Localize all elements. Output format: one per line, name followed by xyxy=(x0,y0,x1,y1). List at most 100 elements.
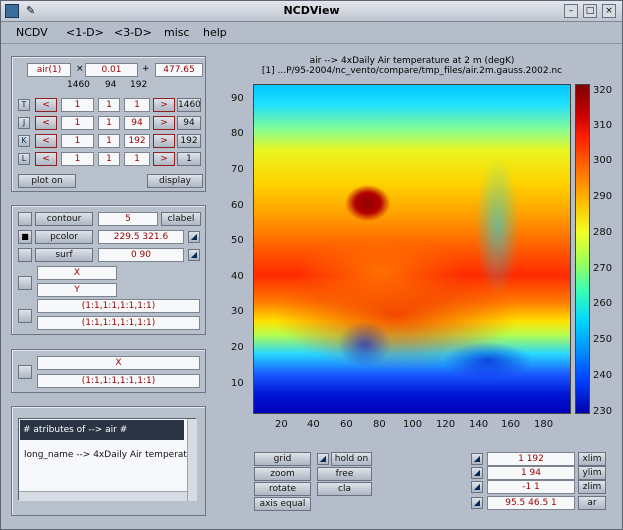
hold-on-toggle-icon[interactable]: ◢ xyxy=(317,453,329,465)
grid-button[interactable]: grid xyxy=(254,452,311,466)
close-icon[interactable]: × xyxy=(602,4,616,18)
row-j-a[interactable]: 1 xyxy=(61,116,94,130)
row-j-label[interactable]: J xyxy=(18,117,30,129)
row-l-label[interactable]: L xyxy=(18,153,30,165)
surf-checkbox[interactable] xyxy=(18,248,32,262)
maximize-icon[interactable]: □ xyxy=(583,4,597,18)
row-k-prev-button[interactable]: < xyxy=(35,134,57,148)
row-k-max-button[interactable]: 192 xyxy=(177,134,201,148)
surf-button[interactable]: surf xyxy=(35,248,93,262)
surf-field[interactable]: 0 90 xyxy=(98,248,184,262)
axis-equal-button[interactable]: axis equal xyxy=(254,497,311,511)
colorbar xyxy=(575,84,590,414)
row-j-b[interactable]: 1 xyxy=(98,116,120,130)
range2-field[interactable]: (1:1,1:1,1:1,1:1) xyxy=(37,316,200,330)
contour-field[interactable]: 5 xyxy=(98,212,158,226)
ylim-toggle-icon[interactable]: ◢ xyxy=(471,467,483,479)
zlim-field[interactable]: -1 1 xyxy=(487,480,575,494)
menu-misc[interactable]: misc xyxy=(164,26,190,39)
ylim-field[interactable]: 1 94 xyxy=(487,466,575,480)
rotate-button[interactable]: rotate xyxy=(254,482,311,496)
zoom-button[interactable]: zoom xyxy=(254,467,311,481)
contour-checkbox[interactable] xyxy=(18,212,32,226)
x-tick-180: 180 xyxy=(534,419,554,430)
row-j-c[interactable]: 94 xyxy=(124,116,150,130)
xlim-field[interactable]: 1 192 xyxy=(487,452,575,466)
row-k-b[interactable]: 1 xyxy=(98,134,120,148)
row-t-next-button[interactable]: > xyxy=(153,98,175,112)
menu-ncdv[interactable]: NCDV xyxy=(16,26,48,39)
ar-button[interactable]: ar xyxy=(578,496,606,510)
variable-field[interactable]: air(1) xyxy=(27,63,71,77)
row-k-next-button[interactable]: > xyxy=(153,134,175,148)
cla-button[interactable]: cla xyxy=(317,482,372,496)
y-tick-90: 90 xyxy=(231,93,244,104)
row-k-c[interactable]: 192 xyxy=(124,134,150,148)
colorbar-tick-240: 240 xyxy=(593,370,613,381)
menu-help[interactable]: help xyxy=(203,26,227,39)
row-t-label[interactable]: T xyxy=(18,99,30,111)
plot-title: air --> 4xDaily Air temperature at 2 m (… xyxy=(251,56,573,76)
x-tick-120: 120 xyxy=(436,419,456,430)
row-j-next-button[interactable]: > xyxy=(153,116,175,130)
y-tick-20: 20 xyxy=(231,342,244,353)
plot-on-button[interactable]: plot on xyxy=(18,174,76,188)
clabel-button[interactable]: clabel xyxy=(161,212,201,226)
row-t-prev-button[interactable]: < xyxy=(35,98,57,112)
pin-icon[interactable]: ✎ xyxy=(26,4,36,17)
offset-field[interactable]: 477.65 xyxy=(155,63,203,77)
menu-bar: NCDV <1-D> <3-D> misc help xyxy=(1,22,622,44)
x-field[interactable]: X xyxy=(37,266,117,280)
row-j-prev-button[interactable]: < xyxy=(35,116,57,130)
row-j-max-button[interactable]: 94 xyxy=(177,116,201,130)
y-field[interactable]: Y xyxy=(37,283,117,297)
attributes-vertical-scrollbar[interactable] xyxy=(187,419,197,501)
lower-panel: X (1:1,1:1,1:1,1:1) xyxy=(11,349,206,393)
zlim-toggle-icon[interactable]: ◢ xyxy=(471,481,483,493)
free-button[interactable]: free xyxy=(317,467,372,481)
title-bar: ✎ NCDView – □ × xyxy=(1,1,622,22)
surf-toggle-icon[interactable]: ◢ xyxy=(188,249,200,261)
range-checkbox[interactable] xyxy=(18,309,32,323)
pcolor-button[interactable]: pcolor xyxy=(35,230,93,244)
contour-button[interactable]: contour xyxy=(35,212,93,226)
pcolor-toggle-icon[interactable]: ◢ xyxy=(188,231,200,243)
xlim-button[interactable]: xlim xyxy=(578,452,606,466)
scale-field[interactable]: 0.01 xyxy=(85,63,138,77)
lower-x-field[interactable]: X xyxy=(37,356,200,370)
attributes-list[interactable]: # atributes of --> air # long_name --> 4… xyxy=(18,418,197,501)
row-k-label[interactable]: K xyxy=(18,135,30,147)
row-k-a[interactable]: 1 xyxy=(61,134,94,148)
row-t-a[interactable]: 1 xyxy=(61,98,94,112)
row-t-b[interactable]: 1 xyxy=(98,98,120,112)
row-t-c[interactable]: 1 xyxy=(124,98,150,112)
y-tick-10: 10 xyxy=(231,378,244,389)
xy-checkbox[interactable] xyxy=(18,276,32,290)
xlim-toggle-icon[interactable]: ◢ xyxy=(471,453,483,465)
heatmap-plot[interactable] xyxy=(253,84,571,414)
row-l-next-button[interactable]: > xyxy=(153,152,175,166)
ylim-button[interactable]: ylim xyxy=(578,466,606,480)
display-button[interactable]: display xyxy=(147,174,203,188)
row-t-max-button[interactable]: 1460 xyxy=(177,98,201,112)
pcolor-checkbox[interactable]: ■ xyxy=(18,230,32,244)
minimize-icon[interactable]: – xyxy=(564,4,578,18)
row-l-b[interactable]: 1 xyxy=(98,152,120,166)
zlim-button[interactable]: zlim xyxy=(578,480,606,494)
hold-on-button[interactable]: hold on xyxy=(331,452,372,466)
pcolor-field[interactable]: 229.5 321.6 xyxy=(98,230,184,244)
row-l-c[interactable]: 1 xyxy=(124,152,150,166)
row-l-a[interactable]: 1 xyxy=(61,152,94,166)
row-l-max-button[interactable]: 1 xyxy=(177,152,201,166)
colorbar-tick-280: 280 xyxy=(593,227,613,238)
range1-field[interactable]: (1:1,1:1,1:1,1:1) xyxy=(37,299,200,313)
attributes-horizontal-scrollbar[interactable] xyxy=(19,491,187,501)
lower-checkbox[interactable] xyxy=(18,365,32,379)
attribute-line: long_name --> 4xDaily Air temperat xyxy=(24,450,187,460)
menu-3d[interactable]: <3-D> xyxy=(114,26,152,39)
ar-field[interactable]: 95.5 46.5 1 xyxy=(487,496,575,510)
menu-1d[interactable]: <1-D> xyxy=(66,26,104,39)
lower-range-field[interactable]: (1:1,1:1,1:1,1:1) xyxy=(37,374,200,388)
row-l-prev-button[interactable]: < xyxy=(35,152,57,166)
ar-toggle-icon[interactable]: ◢ xyxy=(471,497,483,509)
